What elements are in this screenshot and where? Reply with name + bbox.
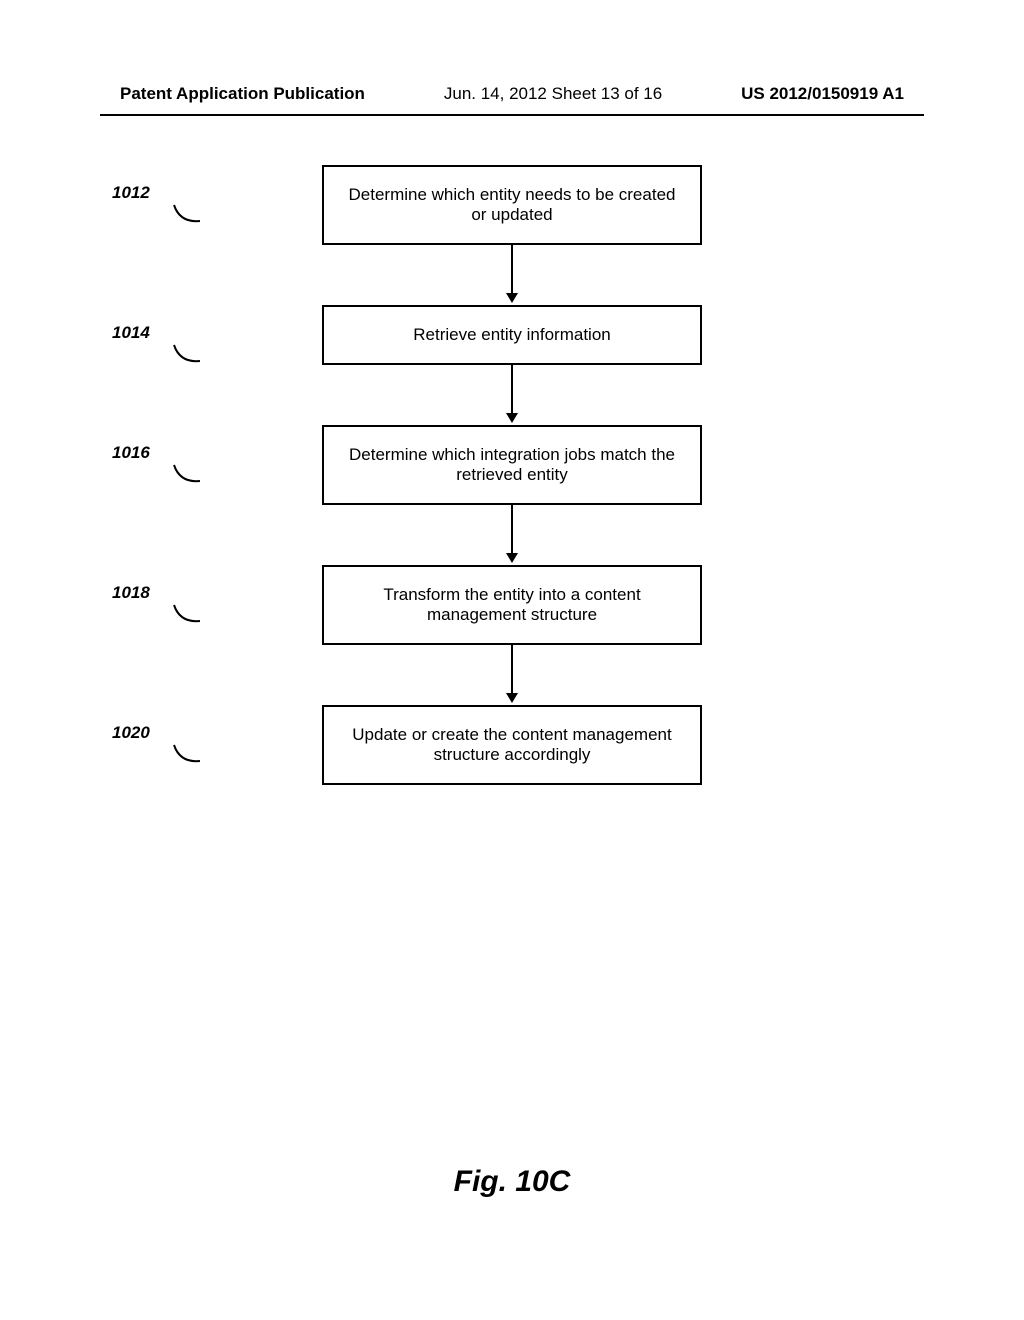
flow-step-1012: 1012 Determine which entity needs to be … bbox=[162, 165, 862, 245]
step-label: 1016 bbox=[112, 443, 150, 463]
step-label: 1014 bbox=[112, 323, 150, 343]
label-connector-icon bbox=[172, 603, 202, 628]
header-date-sheet: Jun. 14, 2012 Sheet 13 of 16 bbox=[444, 84, 662, 104]
step-box: Update or create the content management … bbox=[322, 705, 702, 785]
flow-step-1018: 1018 Transform the entity into a content… bbox=[162, 565, 862, 645]
step-box: Transform the entity into a content mana… bbox=[322, 565, 702, 645]
arrow-down-icon bbox=[162, 505, 862, 565]
arrow-down-icon bbox=[162, 645, 862, 705]
step-label: 1020 bbox=[112, 723, 150, 743]
step-box: Determine which integration jobs match t… bbox=[322, 425, 702, 505]
arrow-down-icon bbox=[162, 365, 862, 425]
flow-step-1020: 1020 Update or create the content manage… bbox=[162, 705, 862, 785]
header-divider bbox=[100, 114, 924, 116]
header-patent-number: US 2012/0150919 A1 bbox=[741, 84, 904, 104]
label-connector-icon bbox=[172, 203, 202, 228]
header-publication: Patent Application Publication bbox=[120, 84, 365, 104]
arrow-down-icon bbox=[162, 245, 862, 305]
page-header: Patent Application Publication Jun. 14, … bbox=[0, 0, 1024, 114]
step-label: 1018 bbox=[112, 583, 150, 603]
figure-caption: Fig. 10C bbox=[454, 1165, 571, 1199]
flow-step-1016: 1016 Determine which integration jobs ma… bbox=[162, 425, 862, 505]
label-connector-icon bbox=[172, 463, 202, 488]
step-box: Determine which entity needs to be creat… bbox=[322, 165, 702, 245]
flowchart: 1012 Determine which entity needs to be … bbox=[162, 165, 862, 785]
step-box: Retrieve entity information bbox=[322, 305, 702, 365]
step-label: 1012 bbox=[112, 183, 150, 203]
flow-step-1014: 1014 Retrieve entity information bbox=[162, 305, 862, 365]
label-connector-icon bbox=[172, 743, 202, 768]
